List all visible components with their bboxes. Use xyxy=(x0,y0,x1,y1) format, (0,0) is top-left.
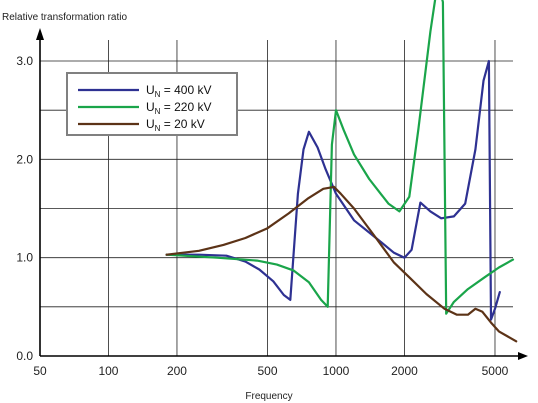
x-tick-label: 200 xyxy=(167,364,187,378)
y-tick-label: 0.0 xyxy=(16,349,33,363)
axes xyxy=(36,28,528,360)
y-tick-label: 2.0 xyxy=(16,152,33,166)
x-axis-arrow xyxy=(518,352,528,360)
legend-label-1: UN = 400 kV xyxy=(146,83,212,99)
x-tick-label: 5000 xyxy=(482,364,509,378)
x-tick-label: 2000 xyxy=(391,364,418,378)
series-line-3 xyxy=(165,185,518,343)
y-tick-labels: 0.0 1.0 2.0 3.0 xyxy=(16,54,33,363)
y-tick-label: 3.0 xyxy=(16,54,33,68)
y-axis-arrow xyxy=(36,28,44,40)
series-line-1 xyxy=(165,59,501,321)
y-tick-label: 1.0 xyxy=(16,251,33,265)
series-line-2 xyxy=(165,0,515,315)
legend-label-3: UN = 20 kV xyxy=(146,117,205,133)
x-axis-label: Frequency xyxy=(245,391,292,402)
x-tick-label: 500 xyxy=(257,364,277,378)
x-tick-labels: 50 100 200 500 1000 2000 5000 xyxy=(33,364,508,378)
x-tick-label: 1000 xyxy=(323,364,350,378)
y-axis-label: Relative transformation ratio xyxy=(2,12,127,23)
x-tick-label: 100 xyxy=(98,364,118,378)
series-group xyxy=(165,0,518,343)
x-tick-label: 50 xyxy=(33,364,47,378)
legend-label-2: UN = 220 kV xyxy=(146,100,212,116)
